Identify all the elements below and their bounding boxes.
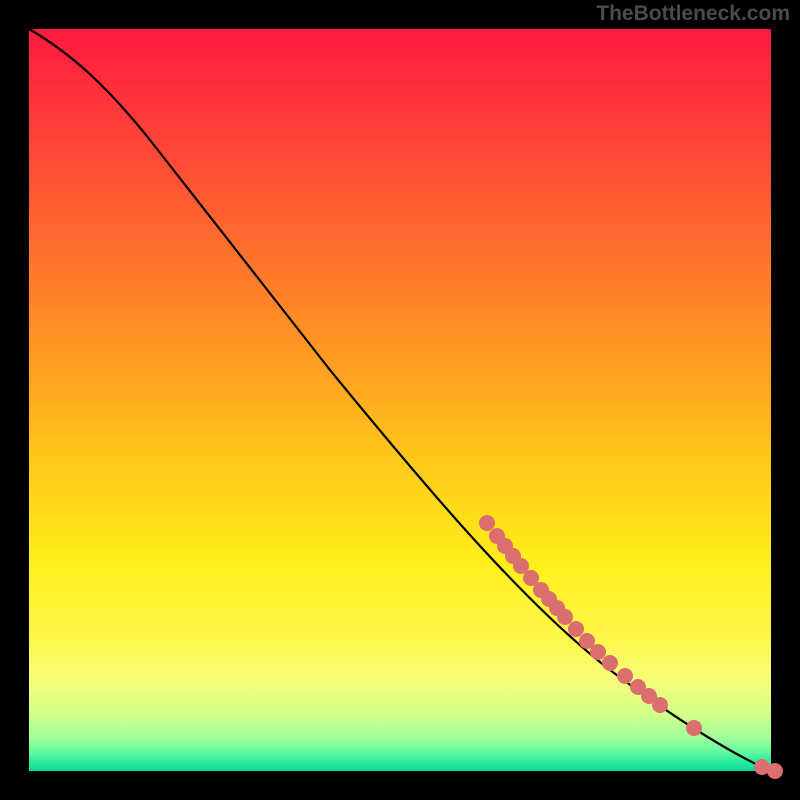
curve-marker [602,655,618,671]
curve-marker [557,609,573,625]
curve-marker [617,668,633,684]
curve-marker [479,515,495,531]
plot-background [29,29,771,771]
curve-marker [686,720,702,736]
curve-marker [652,697,668,713]
bottleneck-chart [0,0,800,800]
curve-marker [590,644,606,660]
watermark-text: TheBottleneck.com [596,2,790,26]
chart-stage: TheBottleneck.com [0,0,800,800]
curve-marker [568,621,584,637]
curve-marker [767,763,783,779]
